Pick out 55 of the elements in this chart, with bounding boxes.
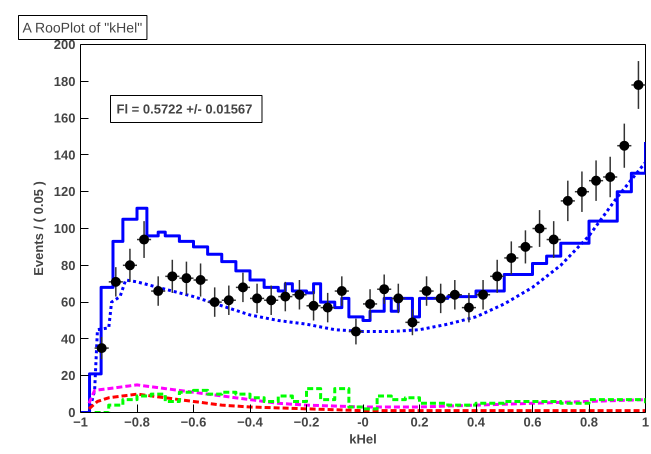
y-tick-label: 80 bbox=[61, 258, 76, 273]
y-tick-label: 60 bbox=[61, 294, 76, 310]
x-tick-label: −0.8 bbox=[124, 414, 150, 430]
point bbox=[464, 302, 474, 313]
annotation: Fl = 0.5722 +/- 0.01567 bbox=[116, 102, 252, 116]
point bbox=[619, 140, 630, 151]
y-axis-title: Events / ( 0.05 ) bbox=[30, 181, 46, 276]
point bbox=[576, 186, 587, 197]
line-series bbox=[87, 383, 646, 408]
point bbox=[365, 298, 376, 309]
x-tick-label: 0.6 bbox=[523, 414, 542, 430]
point bbox=[139, 234, 150, 245]
x-axis-title: kHel bbox=[349, 432, 377, 446]
y-tick-label: 120 bbox=[54, 184, 76, 200]
point bbox=[633, 80, 644, 90]
x-tick-label: −0.4 bbox=[237, 414, 264, 430]
point bbox=[520, 242, 530, 252]
y-tick-label: 20 bbox=[61, 368, 76, 384]
point bbox=[450, 290, 460, 300]
point bbox=[350, 326, 361, 337]
x-tick-label: 0.2 bbox=[410, 414, 429, 430]
point bbox=[393, 293, 404, 304]
point bbox=[534, 224, 545, 234]
point bbox=[605, 172, 616, 182]
point bbox=[153, 286, 164, 296]
x-tick-label: 0.8 bbox=[580, 414, 598, 430]
point bbox=[492, 271, 502, 282]
y-tick-label: 100 bbox=[54, 221, 76, 236]
y-tick-label: 180 bbox=[54, 74, 76, 89]
x-tick-label: 0.4 bbox=[466, 414, 486, 430]
point bbox=[110, 276, 121, 287]
point bbox=[96, 343, 107, 354]
y-tick-label: 140 bbox=[54, 147, 76, 162]
point bbox=[506, 252, 516, 263]
point bbox=[548, 234, 559, 245]
y-tick-label: 200 bbox=[54, 37, 76, 52]
point bbox=[407, 317, 418, 328]
point bbox=[562, 196, 573, 206]
point bbox=[336, 286, 347, 296]
line-series bbox=[87, 392, 646, 412]
point bbox=[379, 284, 390, 294]
point bbox=[478, 290, 488, 300]
y-tick-label: 0 bbox=[68, 405, 76, 420]
point bbox=[591, 176, 602, 186]
point bbox=[238, 282, 248, 292]
point bbox=[436, 293, 446, 304]
point bbox=[124, 260, 135, 270]
x-tick-label: -0 bbox=[357, 414, 369, 430]
chart-title: A RooPlot of "kHel" bbox=[22, 20, 142, 36]
x-tick-label: −0.2 bbox=[294, 414, 320, 430]
y-tick-label: 160 bbox=[54, 110, 76, 126]
x-tick-label: −0.6 bbox=[180, 414, 206, 430]
point bbox=[422, 286, 432, 296]
x-tick-label: 1 bbox=[642, 414, 650, 430]
y-tick-label: 40 bbox=[61, 331, 76, 346]
